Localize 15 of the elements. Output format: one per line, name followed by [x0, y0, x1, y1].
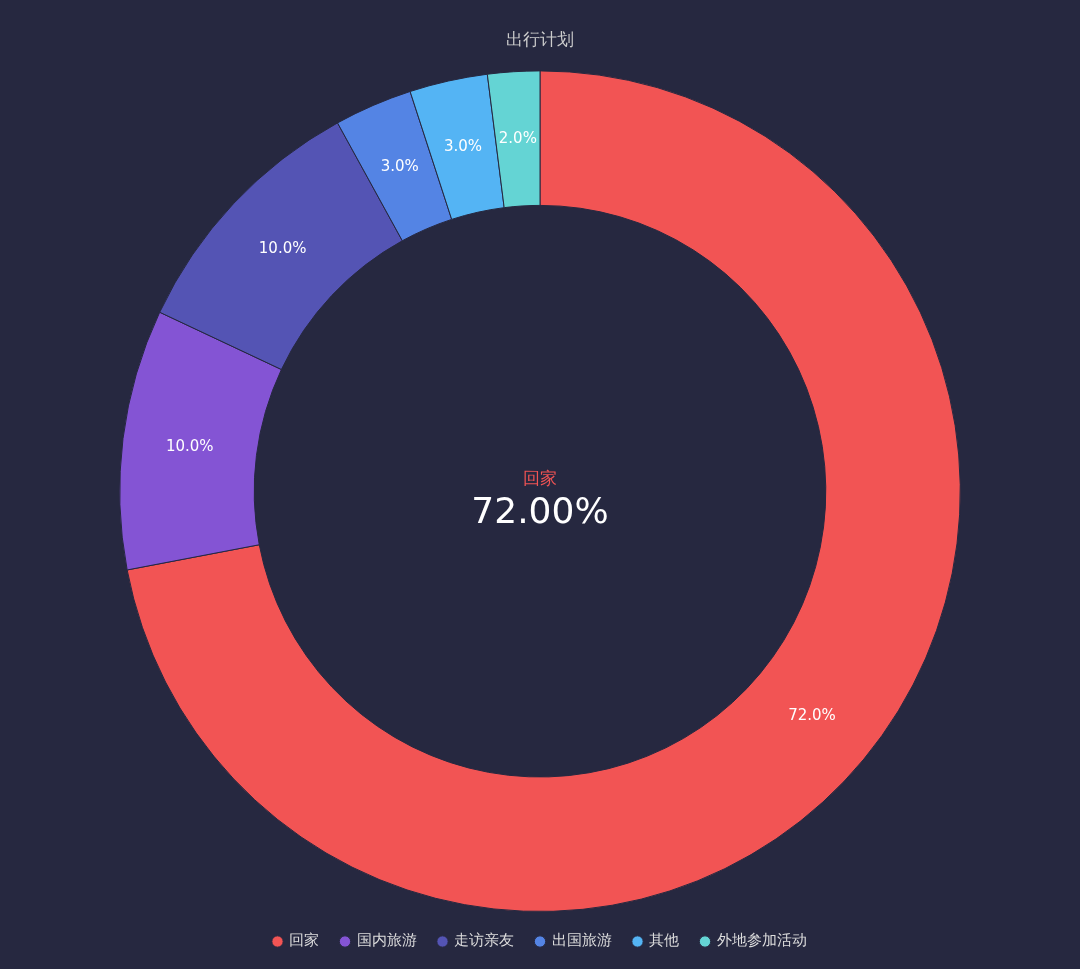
text: 72.00%: [471, 489, 609, 531]
legend-label: 走访亲友: [454, 931, 514, 950]
text: 回家: [523, 467, 557, 488]
legend-label: 国内旅游: [356, 931, 417, 950]
data-label: 10.0%: [165, 436, 214, 455]
legend-label: 其他: [649, 931, 679, 950]
data-label: 3.0%: [443, 136, 483, 155]
legend-label: 回家: [289, 931, 319, 950]
legend-label: 出国旅游: [551, 931, 612, 950]
legend-label: 外地参加活动: [716, 931, 807, 950]
chart-title: 出行计划: [506, 28, 574, 49]
data-label: 2.0%: [498, 128, 537, 147]
data-label: 72.0%: [788, 706, 836, 725]
data-label: 3.0%: [380, 157, 419, 176]
data-label: 10.0%: [258, 239, 307, 258]
